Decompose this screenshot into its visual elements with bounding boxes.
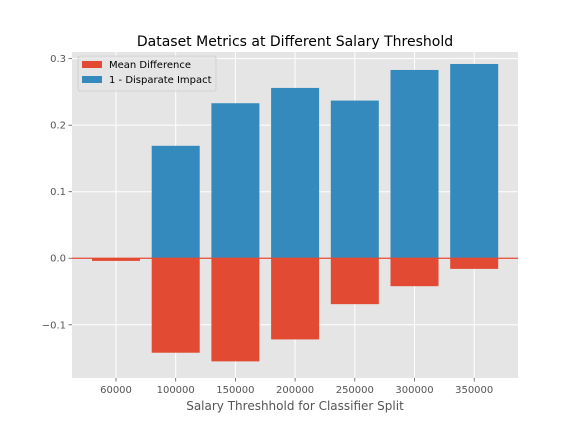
y-tick-label-0: −0.1	[42, 320, 66, 331]
x-tick-label-6: 350000	[455, 385, 493, 396]
y-tick-label-4: 0.3	[50, 54, 66, 65]
x-tick-label-4: 250000	[336, 385, 374, 396]
legend: Mean Difference 1 - Disparate Impact	[77, 55, 217, 92]
bar-series0-150000	[211, 258, 260, 362]
y-axis-ticks: −0.1 0.0 0.1 0.2 0.3	[42, 54, 72, 331]
x-tick-label-0: 60000	[100, 385, 132, 396]
x-tick-label-3: 200000	[276, 385, 314, 396]
legend-label-mean-difference: Mean Difference	[109, 60, 191, 71]
y-tick-label-2: 0.1	[50, 187, 66, 198]
bars	[92, 63, 499, 362]
bar-series1-100000	[151, 145, 200, 259]
x-tick-label-5: 300000	[395, 385, 433, 396]
bar-series0-60000	[92, 258, 140, 261]
legend-label-disparate-impact: 1 - Disparate Impact	[109, 75, 212, 86]
bar-series1-350000	[450, 63, 499, 259]
bar-series1-250000	[330, 100, 379, 259]
y-tick-label-1: 0.0	[50, 254, 66, 265]
legend-swatch-mean-difference	[82, 61, 102, 68]
bar-series0-250000	[330, 258, 379, 305]
x-tick-label-2: 150000	[216, 385, 254, 396]
legend-box	[77, 55, 217, 92]
bar-series0-200000	[271, 258, 320, 340]
bar-series0-300000	[390, 258, 439, 287]
bar-series0-350000	[450, 258, 499, 269]
x-axis-label: Salary Threshhold for Classifier Split	[186, 399, 404, 413]
bar-series1-150000	[211, 103, 260, 259]
chart-title: Dataset Metrics at Different Salary Thre…	[137, 34, 453, 50]
bar-series1-200000	[271, 87, 320, 259]
legend-swatch-disparate-impact	[82, 76, 102, 83]
bar-series0-100000	[151, 258, 200, 353]
y-tick-label-3: 0.2	[50, 121, 66, 132]
bar-series1-300000	[390, 69, 439, 259]
x-tick-label-1: 100000	[157, 385, 195, 396]
x-axis-ticks: 60000 100000 150000 200000 250000 300000 35000…	[100, 378, 493, 396]
